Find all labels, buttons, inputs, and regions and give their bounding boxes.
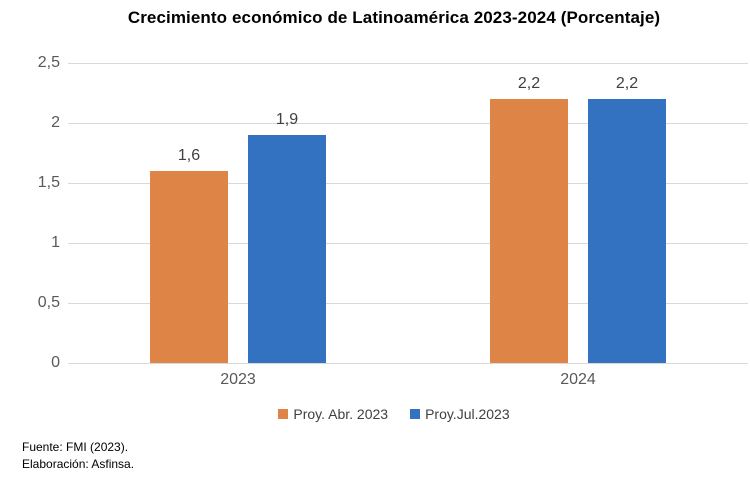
- source-note: Fuente: FMI (2023). Elaboración: Asfinsa…: [22, 439, 134, 473]
- gridline: [68, 183, 748, 184]
- bar-value-label: 1,9: [275, 111, 299, 128]
- bar-2024-series-2: [588, 99, 666, 363]
- x-axis-category-label: 2023: [220, 371, 256, 388]
- bar-2023-series-2: [248, 135, 326, 363]
- gridline: [68, 243, 748, 244]
- legend: Proy. Abr. 2023 Proy.Jul.2023: [38, 406, 750, 422]
- legend-item: Proy. Abr. 2023: [278, 406, 388, 422]
- y-axis-tick-label: 1: [51, 234, 60, 251]
- y-axis-tick-label: 2,5: [37, 54, 60, 71]
- bar-value-label: 2,2: [615, 75, 639, 92]
- gridline: [68, 303, 748, 304]
- gridline: [68, 123, 748, 124]
- bar-value-label: 1,6: [177, 147, 201, 164]
- legend-swatch-icon: [410, 409, 421, 419]
- y-axis-tick-label: 0: [51, 354, 60, 371]
- chart-title: Crecimiento económico de Latinoamérica 2…: [127, 8, 661, 27]
- legend-label: Proy.Jul.2023: [425, 406, 510, 422]
- legend-label: Proy. Abr. 2023: [293, 406, 389, 422]
- legend-swatch-icon: [278, 409, 289, 419]
- gridline: [68, 363, 748, 364]
- bar-value-label: 2,2: [517, 75, 541, 92]
- y-axis-tick-label: 0,5: [37, 294, 60, 311]
- plot-area: [68, 63, 748, 364]
- legend-item: Proy.Jul.2023: [410, 406, 510, 422]
- y-axis-tick-label: 2: [51, 114, 60, 131]
- gridline: [68, 63, 748, 64]
- x-axis-category-label: 2024: [560, 371, 596, 388]
- y-axis-tick-label: 1,5: [37, 174, 60, 191]
- elaboration-line: Elaboración: Asfinsa.: [22, 457, 135, 471]
- bar-2023-series-1: [150, 171, 228, 363]
- bar-2024-series-1: [490, 99, 568, 363]
- source-line: Fuente: FMI (2023).: [22, 440, 129, 454]
